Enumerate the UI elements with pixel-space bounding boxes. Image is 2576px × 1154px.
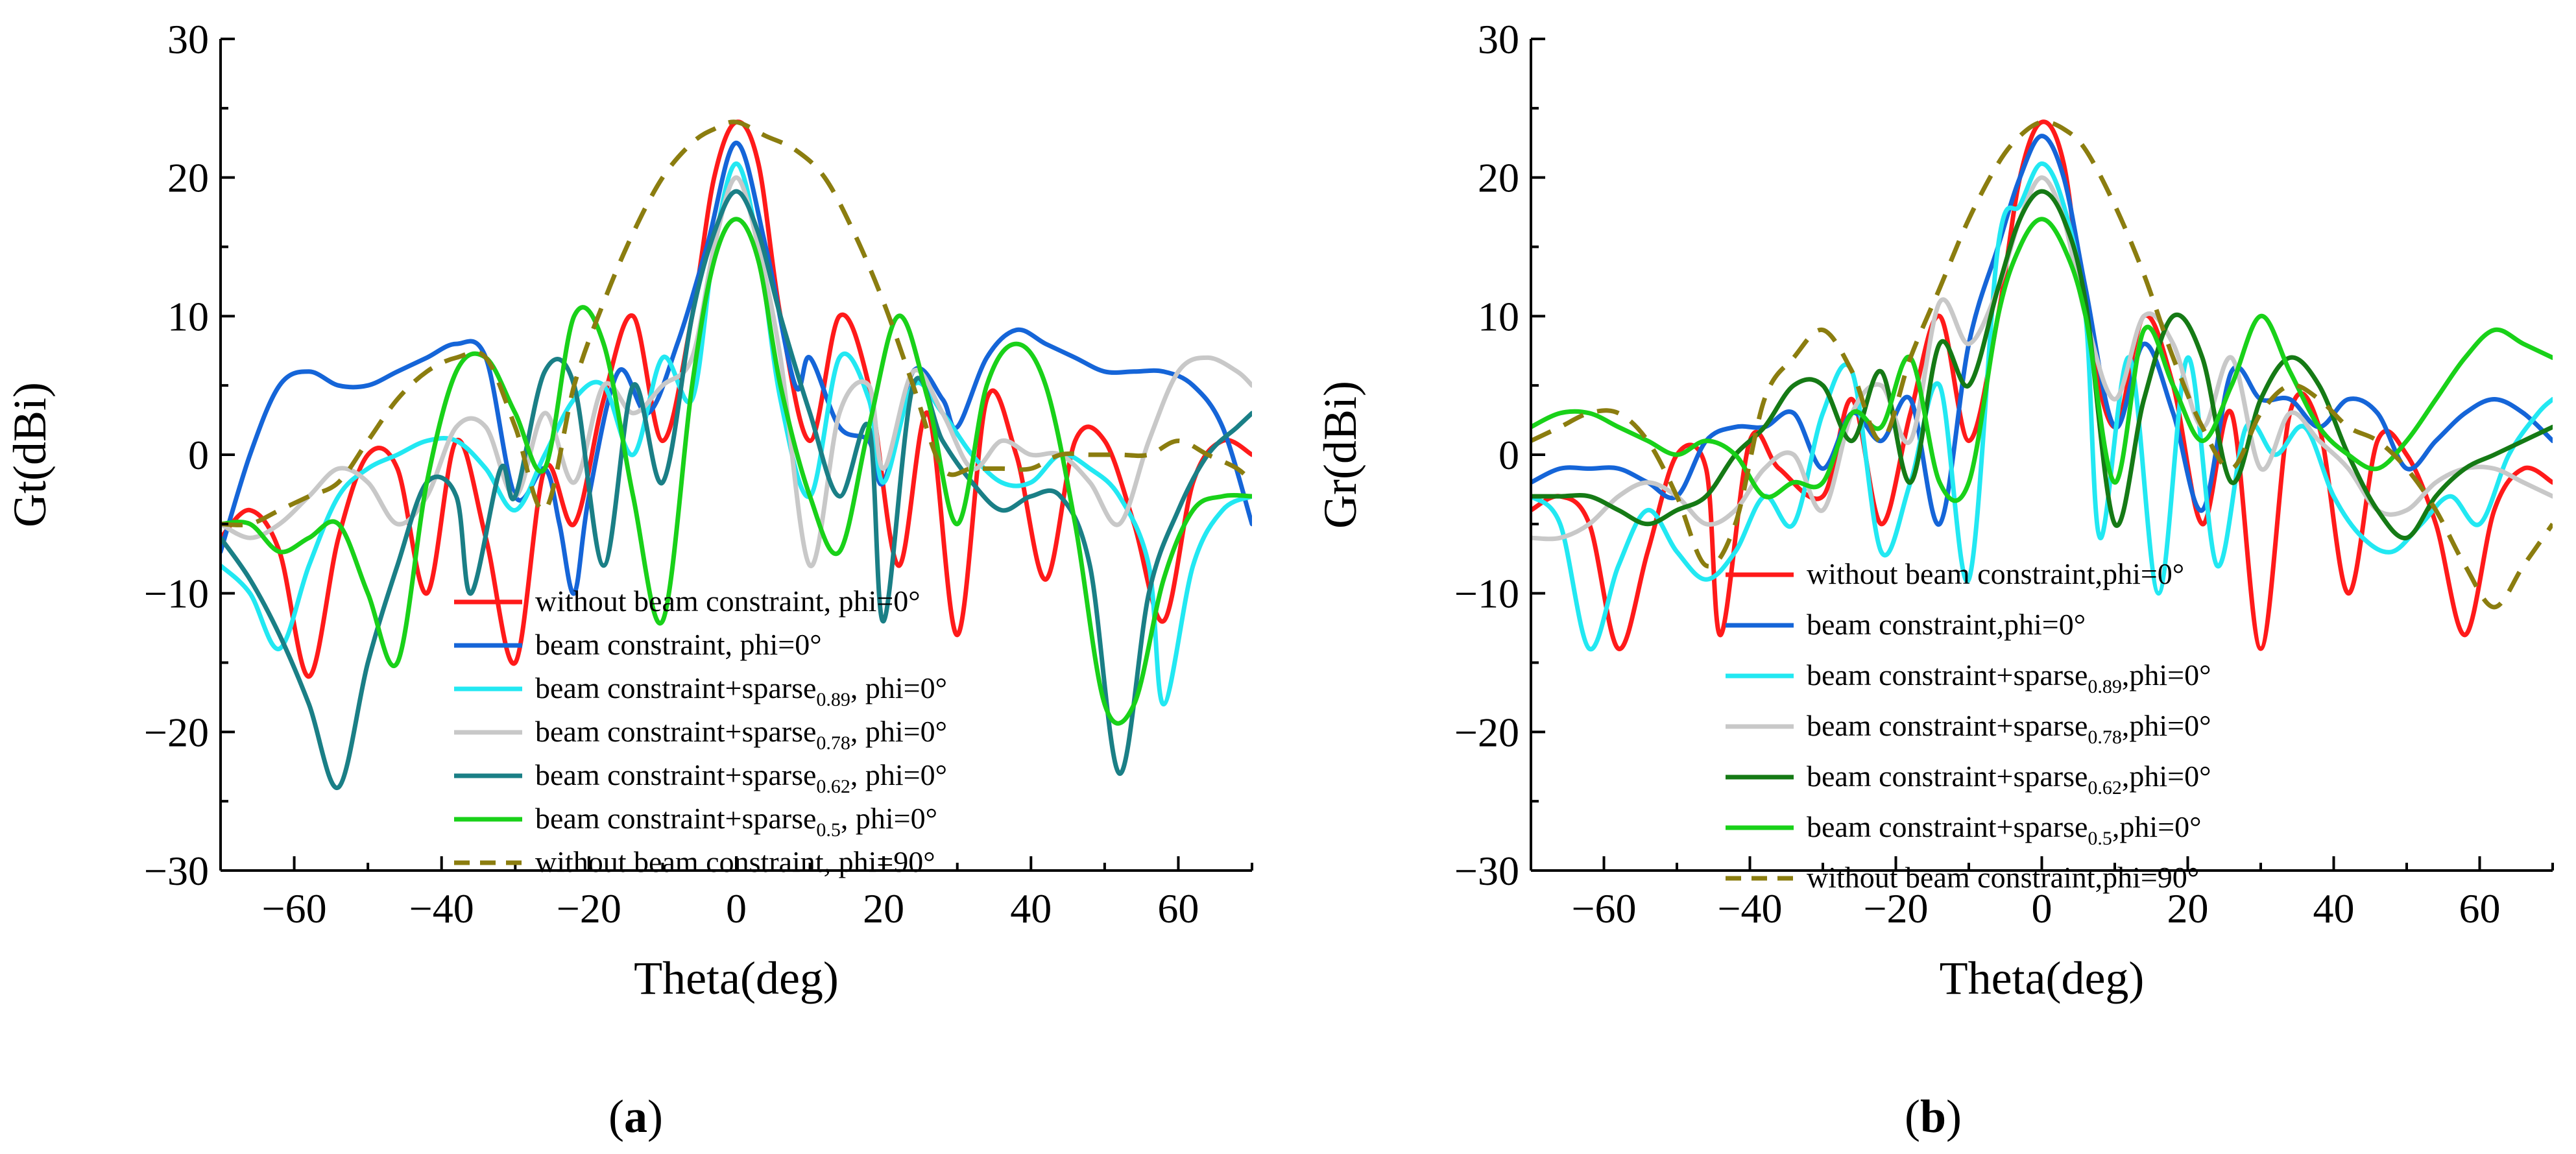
x-tick-label: −40 [1717,885,1782,932]
x-axis-title: Theta(deg) [634,952,839,1004]
legend-label-4: beam constraint+sparse0.78, phi=0° [535,715,947,754]
legend-label-1: without beam constraint, phi=0° [535,584,921,618]
panel-label: (b) [1905,1090,1962,1142]
legend-label-3: beam constraint+sparse0.89,phi=0° [1807,658,2211,697]
legend-label-6: beam constraint+sparse0.5,phi=0° [1807,810,2202,849]
legend-label-3: beam constraint+sparse0.89, phi=0° [535,671,947,710]
series-line-1 [221,119,1252,679]
y-tick-label: 0 [188,432,209,478]
series-line-7 [221,119,1252,527]
series-line-3 [1531,161,2553,652]
legend-label-1: without beam constraint,phi=0° [1807,557,2184,590]
y-tick-label: 20 [1478,155,1519,201]
series-line-6 [221,217,1252,726]
series-line-7 [1531,119,2553,610]
series-line-6 [1531,217,2553,503]
series-line-4 [221,175,1252,568]
legend-label-7: without beam constraint,phi=90° [1807,861,2199,894]
legend-label-2: beam constraint, phi=0° [535,628,822,661]
legend: without beam constraint, phi=0° beam cons… [454,584,947,878]
x-tick-label: −20 [557,885,621,932]
y-tick-label: −20 [144,709,209,755]
x-tick-label: 60 [2459,885,2501,932]
legend-label-5: beam constraint+sparse0.62, phi=0° [535,758,947,797]
legend-label-7: without beam constraint, phi=90° [535,845,935,878]
series-line-2 [221,140,1252,596]
chart-panel-b: −60 −40 −20 0 20 40 60 −30 −20 −10 0 10 20 30 Theta(de… [1314,16,2554,1142]
x-tick-label: 40 [1010,885,1052,932]
y-tick-label: −10 [144,571,209,617]
x-tick-label: −60 [262,885,327,932]
y-tick-label: −30 [144,848,209,894]
y-axis-title: Gr(dBi) [1314,381,1366,529]
legend: without beam constraint,phi=0° beam const… [1726,557,2211,894]
x-tick-label: 20 [863,885,904,932]
legend-label-2: beam constraint,phi=0° [1807,608,2086,641]
x-tick-label: 20 [2167,885,2209,932]
y-tick-label: 30 [167,16,209,62]
x-tick-label: −20 [1863,885,1928,932]
legend-label-6: beam constraint+sparse0.5, phi=0° [535,802,937,841]
chart-panel-a: −60 −40 −20 0 20 40 60 −30 −20 −10 0 10 20 30 Theta(de… [4,16,1253,1142]
y-tick-label: 0 [1499,432,1519,478]
x-tick-label: 40 [2313,885,2355,932]
series-line-2 [1531,134,2553,527]
x-tick-label: 60 [1157,885,1199,932]
x-tick-label: 0 [726,885,747,932]
legend-label-5: beam constraint+sparse0.62,phi=0° [1807,760,2211,799]
panel-label: (a) [608,1090,663,1142]
series-group [221,119,1252,790]
series-line-1 [1531,119,2553,651]
y-tick-label: 10 [167,293,209,339]
legend-label-4: beam constraint+sparse0.78,phi=0° [1807,709,2211,748]
series-line-4 [1531,175,2553,542]
y-tick-label: 30 [1478,16,1519,62]
y-tick-label: −30 [1454,848,1519,894]
series-group [1531,119,2553,652]
x-tick-label: −40 [409,885,474,932]
y-tick-label: −20 [1454,709,1519,755]
x-tick-label: 0 [2032,885,2052,932]
y-tick-label: 10 [1478,293,1519,339]
y-axis-title: Gt(dBi) [4,382,56,527]
x-tick-label: −60 [1571,885,1636,932]
y-tick-label: −10 [1454,571,1519,617]
x-axis-title: Theta(deg) [1940,952,2145,1004]
y-tick-label: 20 [167,155,209,201]
